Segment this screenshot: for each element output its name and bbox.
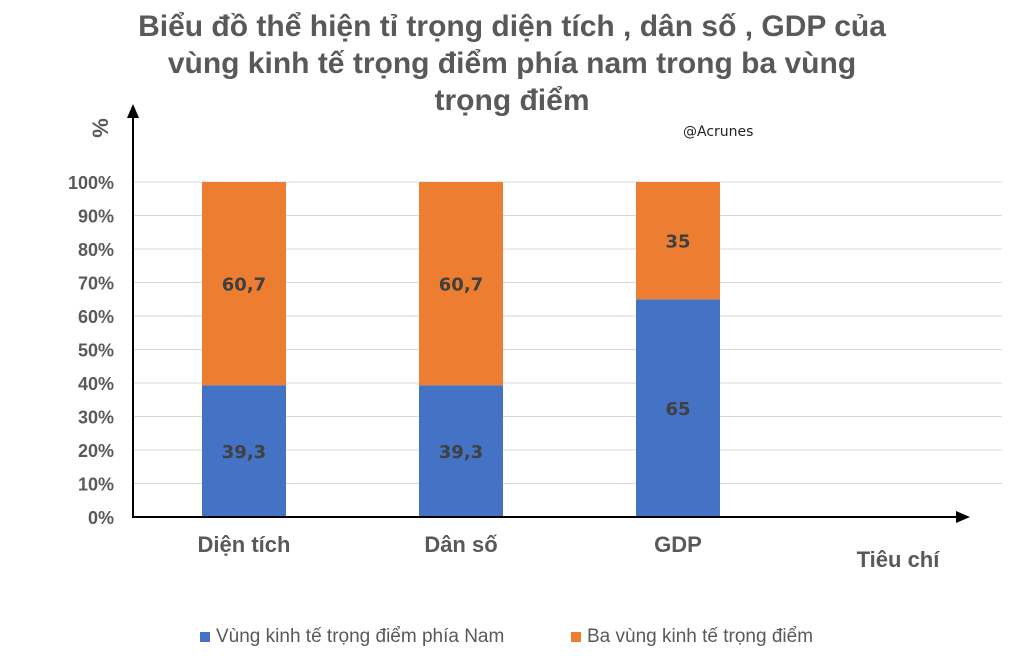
chart-title: Biểu đồ thể hiện tỉ trọng diện tích , dâ… — [60, 8, 964, 119]
y-tick-label: 60% — [78, 307, 114, 327]
legend-label-series-1: Vùng kinh tế trọng điểm phía Nam — [216, 626, 505, 647]
x-tick-label: Dân số — [424, 532, 497, 557]
data-label: 39,3 — [439, 442, 483, 463]
chart-title-line-1: Biểu đồ thể hiện tỉ trọng diện tích , dâ… — [138, 10, 886, 43]
y-axis-arrow — [127, 104, 139, 118]
bars: 39,3 60,7 39,3 60,7 65 35 — [202, 182, 720, 517]
y-tick-label: 70% — [78, 274, 114, 294]
legend: Vùng kinh tế trọng điểm phía Nam Ba vùng… — [0, 626, 1024, 650]
y-axis-label: % — [88, 118, 113, 138]
data-label: 60,7 — [439, 275, 483, 296]
y-tick-label: 50% — [78, 341, 114, 361]
bar-segment-series-2 — [202, 182, 286, 386]
bar-segment-series-1 — [636, 299, 720, 517]
y-tick-label: 100% — [68, 173, 114, 193]
x-axis-label: Tiêu chí — [857, 547, 941, 572]
y-tick-label: 80% — [78, 240, 114, 260]
y-axis-tick-labels: 0% 10% 20% 30% 40% 50% 60% 70% 80% 90% 100% — [68, 173, 114, 528]
bar-segment-series-2 — [636, 182, 720, 300]
y-tick-label: 10% — [78, 475, 114, 495]
stacked-bar-chart: 0% 10% 20% 30% 40% 50% 60% 70% 80% 90% 100% 39,3 60… — [68, 104, 1002, 572]
legend-swatch-series-2 — [571, 632, 581, 642]
x-axis-tick-labels: Diện tích Dân số GDP — [198, 532, 702, 557]
watermark: @Acrunes — [683, 124, 754, 140]
chart-title-line-3: trọng điểm — [434, 84, 590, 117]
legend-label-series-2: Ba vùng kinh tế trọng điểm — [587, 626, 814, 647]
y-tick-label: 90% — [78, 207, 114, 227]
data-label: 35 — [665, 232, 690, 253]
chart-title-line-2: vùng kinh tế trọng điểm phía nam trong b… — [167, 47, 857, 80]
data-label: 65 — [665, 399, 690, 420]
data-label: 39,3 — [222, 442, 266, 463]
bar-segment-series-2 — [419, 182, 503, 386]
y-tick-label: 30% — [78, 408, 114, 428]
x-tick-label: Diện tích — [198, 532, 291, 557]
y-tick-label: 20% — [78, 441, 114, 461]
legend-swatch-series-1 — [200, 632, 210, 642]
legend-item-series-1: Vùng kinh tế trọng điểm phía Nam — [200, 626, 504, 648]
y-tick-label: 40% — [78, 374, 114, 394]
legend-item-series-2: Ba vùng kinh tế trọng điểm — [571, 626, 813, 648]
data-label: 60,7 — [222, 275, 266, 296]
x-axis-arrow — [956, 511, 970, 523]
y-tick-label: 0% — [88, 508, 114, 528]
bar-segment-series-1 — [419, 385, 503, 517]
x-tick-label: GDP — [654, 532, 702, 557]
bar-segment-series-1 — [202, 385, 286, 517]
